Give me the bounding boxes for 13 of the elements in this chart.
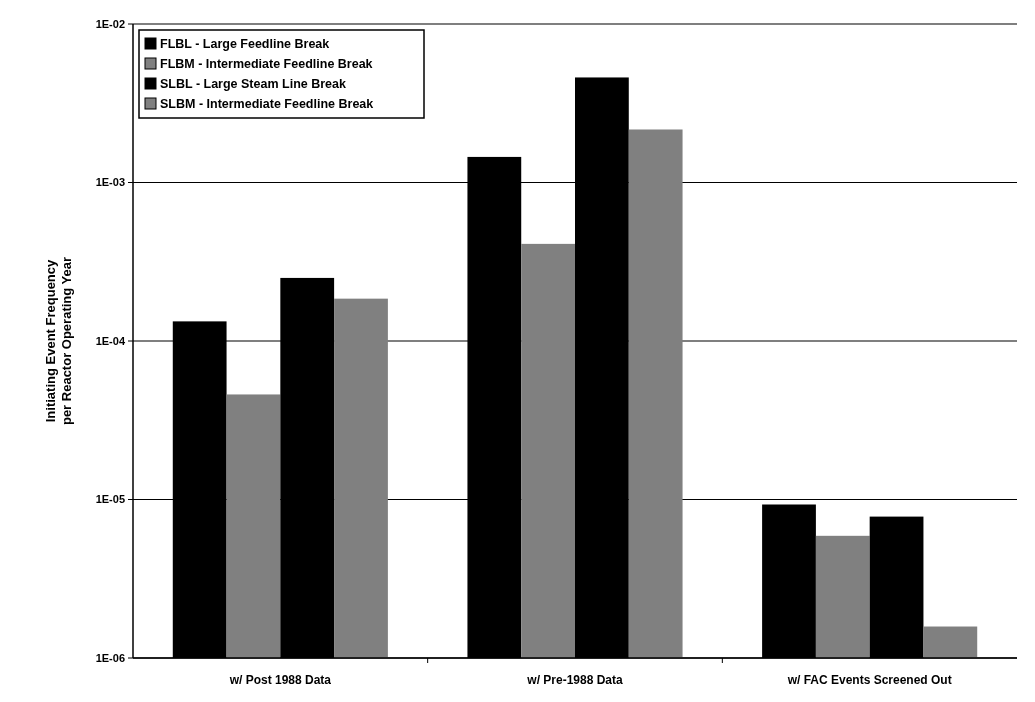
x-tick-label: w/ Pre-1988 Data (526, 673, 624, 687)
y-tick-label: 1E-05 (95, 493, 125, 506)
y-tick-label: 1E-03 (95, 176, 125, 189)
x-tick-label: w/ Post 1988 Data (228, 673, 332, 687)
legend-label: SLBL - Large Steam Line Break (160, 77, 346, 91)
legend-label: FLBL - Large Feedline Break (160, 37, 330, 51)
y-axis-title: Initiating Event Frequency per Reactor Operating Year (43, 256, 74, 426)
y-tick-label: 1E-06 (95, 651, 125, 664)
legend-label: FLBM - Intermediate Feedline Break (160, 57, 373, 71)
y-tick-label: 1E-04 (95, 334, 126, 347)
x-tick-label: w/ FAC Events Screened Out (786, 673, 952, 687)
legend-label: SLBM - Intermediate Feedline Break (160, 97, 374, 111)
y-tick-label: 1E-02 (95, 17, 125, 30)
